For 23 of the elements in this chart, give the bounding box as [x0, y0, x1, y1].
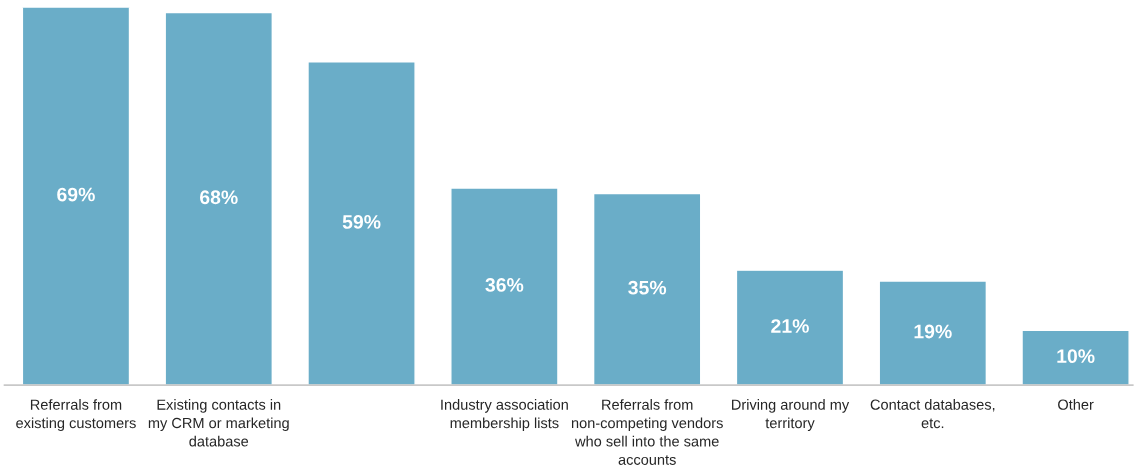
data-label: 59% — [342, 215, 381, 229]
bar — [164, 11, 274, 386]
x-tick-label: Referrals from non-competing vendors who sell into the same accounts — [571, 399, 723, 465]
bar — [735, 269, 845, 386]
data-label: 10% — [1057, 349, 1095, 364]
x-tick-label: Existing contacts in my CRM or marketing database — [148, 399, 289, 447]
data-label: 36% — [485, 278, 524, 292]
x-tick-label: Other — [1058, 399, 1094, 410]
data-label: 69% — [57, 187, 95, 202]
bar — [878, 280, 988, 386]
data-label: 68% — [200, 190, 238, 205]
bar — [21, 7, 131, 386]
bar — [307, 61, 416, 386]
x-tick-label: Industry association membership lists — [441, 399, 568, 432]
x-tick-label: Referrals from existing customers — [16, 399, 136, 432]
bar — [450, 187, 559, 386]
data-label: 21% — [771, 319, 809, 333]
data-label: 35% — [628, 280, 667, 295]
bar — [592, 192, 702, 386]
data-label: 19% — [914, 324, 952, 339]
x-tick-label: Driving around my territory — [732, 399, 850, 432]
x-tick-label: Contact databases, etc. — [870, 399, 995, 429]
bar — [1021, 329, 1130, 386]
